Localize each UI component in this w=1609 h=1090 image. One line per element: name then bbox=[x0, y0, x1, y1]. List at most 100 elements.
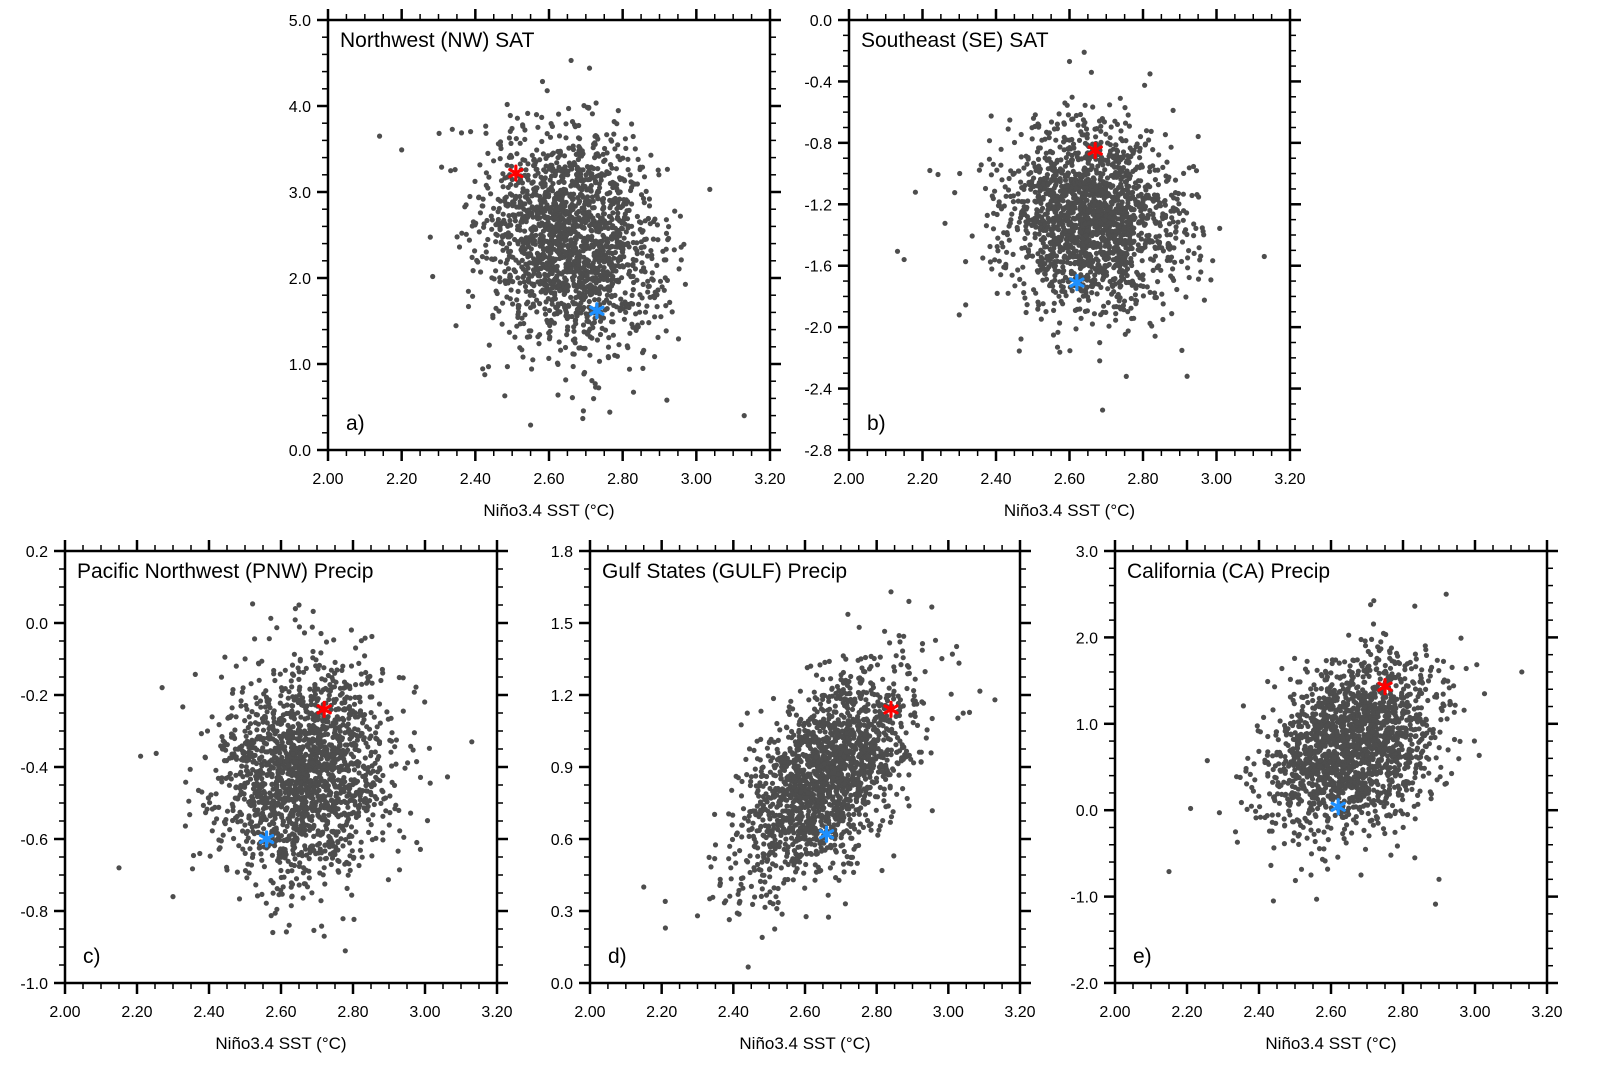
data-point bbox=[613, 277, 619, 284]
data-point bbox=[1076, 197, 1082, 203]
scatter-points bbox=[116, 601, 475, 954]
data-point bbox=[584, 259, 590, 265]
data-point bbox=[1106, 323, 1112, 329]
data-point bbox=[489, 275, 495, 281]
data-point bbox=[539, 114, 545, 120]
data-point bbox=[999, 240, 1005, 246]
data-point bbox=[1088, 278, 1094, 284]
data-point bbox=[1020, 264, 1026, 270]
data-point bbox=[368, 822, 374, 828]
data-point bbox=[1023, 227, 1029, 233]
data-point bbox=[1160, 301, 1166, 307]
data-point bbox=[646, 320, 652, 326]
data-point bbox=[538, 174, 544, 180]
data-point bbox=[669, 309, 675, 315]
data-point bbox=[596, 358, 603, 364]
data-point bbox=[259, 776, 265, 782]
data-point bbox=[1179, 239, 1186, 245]
data-point bbox=[1152, 167, 1158, 173]
data-point bbox=[1193, 225, 1199, 231]
data-point bbox=[678, 244, 684, 250]
data-point bbox=[1180, 217, 1186, 223]
data-point bbox=[1175, 219, 1181, 225]
data-point bbox=[1118, 232, 1124, 238]
data-point bbox=[612, 249, 619, 256]
data-point bbox=[622, 290, 628, 296]
data-point bbox=[1025, 156, 1031, 162]
data-point bbox=[532, 241, 538, 247]
data-point bbox=[347, 736, 353, 742]
data-point bbox=[1035, 156, 1042, 162]
data-point bbox=[1019, 199, 1025, 205]
data-point bbox=[648, 152, 654, 158]
data-point bbox=[348, 627, 354, 633]
data-point bbox=[283, 750, 289, 756]
data-point bbox=[1142, 221, 1148, 227]
data-point bbox=[629, 292, 635, 298]
data-point bbox=[602, 327, 609, 333]
data-point bbox=[1052, 161, 1058, 167]
data-point bbox=[582, 177, 588, 183]
data-point bbox=[491, 158, 497, 164]
data-point bbox=[555, 148, 561, 155]
x-tick-label: 3.00 bbox=[681, 471, 712, 488]
data-point bbox=[1136, 183, 1142, 189]
data-point bbox=[614, 206, 620, 212]
data-point bbox=[520, 122, 526, 128]
data-point bbox=[606, 190, 612, 196]
data-point bbox=[1014, 227, 1021, 233]
data-point bbox=[533, 192, 540, 198]
data-point bbox=[604, 292, 611, 298]
data-point bbox=[604, 150, 610, 156]
data-point bbox=[621, 197, 627, 203]
data-point bbox=[652, 216, 658, 222]
data-point bbox=[1100, 171, 1106, 177]
data-point bbox=[1067, 188, 1073, 194]
data-point bbox=[1115, 148, 1121, 154]
data-point bbox=[663, 303, 669, 309]
data-point bbox=[672, 208, 678, 214]
data-point bbox=[593, 100, 599, 106]
data-point bbox=[556, 283, 562, 289]
data-point bbox=[597, 331, 604, 338]
data-point bbox=[259, 857, 265, 863]
data-point bbox=[573, 295, 579, 301]
data-point bbox=[509, 125, 515, 132]
data-point bbox=[512, 334, 518, 340]
data-point bbox=[1082, 308, 1088, 314]
data-point bbox=[1134, 141, 1140, 147]
data-point bbox=[1105, 286, 1111, 292]
scatter-points bbox=[894, 49, 1267, 413]
data-point bbox=[597, 302, 603, 308]
data-point bbox=[994, 290, 1000, 296]
data-point bbox=[1139, 258, 1145, 264]
data-point bbox=[1122, 105, 1128, 111]
data-point bbox=[1067, 348, 1073, 354]
data-point-outlier bbox=[1066, 58, 1073, 65]
data-point bbox=[1123, 259, 1129, 265]
data-point bbox=[610, 197, 617, 203]
data-point bbox=[549, 319, 555, 325]
data-point bbox=[1044, 266, 1050, 272]
data-point bbox=[1126, 171, 1132, 177]
data-point bbox=[1099, 203, 1105, 209]
data-point bbox=[504, 245, 510, 251]
data-point bbox=[1101, 217, 1107, 223]
data-point bbox=[576, 345, 582, 351]
data-point bbox=[1112, 118, 1118, 124]
data-point bbox=[1025, 249, 1032, 255]
data-point bbox=[556, 164, 562, 170]
data-point bbox=[504, 162, 510, 168]
data-point bbox=[707, 186, 713, 192]
data-point bbox=[1061, 190, 1067, 196]
data-point bbox=[1046, 130, 1052, 136]
data-point bbox=[1110, 257, 1116, 263]
data-point bbox=[601, 270, 607, 276]
data-point bbox=[1147, 207, 1153, 214]
data-point bbox=[520, 266, 526, 272]
data-point bbox=[1025, 198, 1031, 204]
data-point bbox=[1119, 168, 1125, 174]
data-point bbox=[894, 248, 901, 254]
data-point bbox=[549, 260, 556, 266]
data-point bbox=[220, 832, 226, 838]
